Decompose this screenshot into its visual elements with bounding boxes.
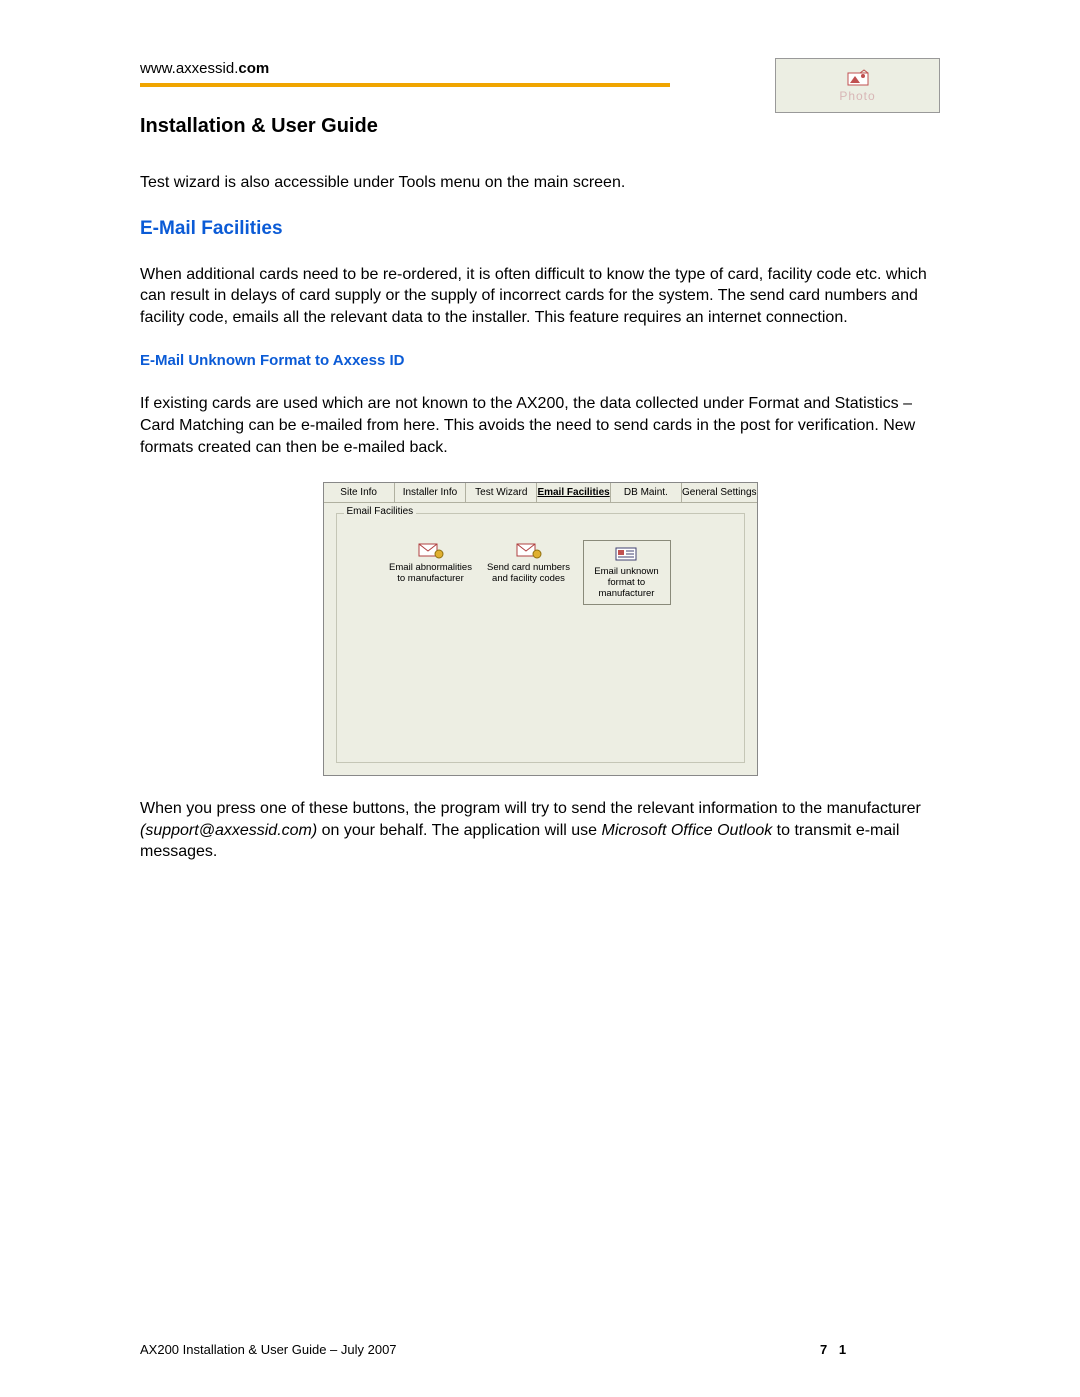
section-email-facilities: E-Mail Facilities <box>140 218 940 240</box>
card-icon <box>613 544 641 564</box>
button-label: Email abnormalities to manufacturer <box>389 563 472 585</box>
button-label: Email unknown format to manufacturer <box>594 567 658 600</box>
page-footer: AX200 Installation & User Guide – July 2… <box>140 1342 940 1357</box>
subsection-unknown-format: E-Mail Unknown Format to Axxess ID <box>140 352 940 369</box>
tab-email-facilities[interactable]: Email Facilities <box>537 483 610 502</box>
group-label: Email Facilities <box>344 506 417 517</box>
photo-logo: Photo <box>775 58 940 113</box>
email-unknown-format-button[interactable]: Email unknown format to manufacturer <box>583 540 671 605</box>
tab-site-info[interactable]: Site Info <box>324 483 395 502</box>
tab-general-settings[interactable]: General Settings <box>682 483 757 502</box>
send-card-numbers-button[interactable]: Send card numbers and facility codes <box>485 540 573 605</box>
closing-paragraph: When you press one of these buttons, the… <box>140 798 940 863</box>
tab-installer-info[interactable]: Installer Info <box>395 483 466 502</box>
url-bold: com <box>238 60 269 77</box>
app-screenshot: Site Info Installer Info Test Wizard Ema… <box>323 482 758 776</box>
photo-logo-icon <box>846 69 870 87</box>
intro-paragraph: Test wizard is also accessible under Too… <box>140 172 940 194</box>
page-header: www.axxessid.com Photo <box>140 60 940 115</box>
unknown-format-paragraph: If existing cards are used which are not… <box>140 393 940 458</box>
url-prefix: www.axxessid. <box>140 60 238 77</box>
doc-title: Installation & User Guide <box>140 115 940 138</box>
tab-bar: Site Info Installer Info Test Wizard Ema… <box>324 483 757 503</box>
header-url: www.axxessid.com <box>140 60 775 77</box>
footer-text: AX200 Installation & User Guide – July 2… <box>140 1342 820 1357</box>
email-abnormalities-button[interactable]: Email abnormalities to manufacturer <box>387 540 475 605</box>
button-label: Send card numbers and facility codes <box>487 563 570 585</box>
footer-page-number: 7 1 <box>820 1342 940 1357</box>
mail-icon <box>515 540 543 560</box>
email-facilities-paragraph: When additional cards need to be re-orde… <box>140 264 940 329</box>
mail-icon <box>417 540 445 560</box>
group-email-facilities: Email Facilities Email abnormalities to … <box>336 513 745 763</box>
photo-logo-text: Photo <box>839 89 875 103</box>
tab-db-maint[interactable]: DB Maint. <box>611 483 682 502</box>
tab-test-wizard[interactable]: Test Wizard <box>466 483 537 502</box>
header-rule <box>140 83 670 87</box>
